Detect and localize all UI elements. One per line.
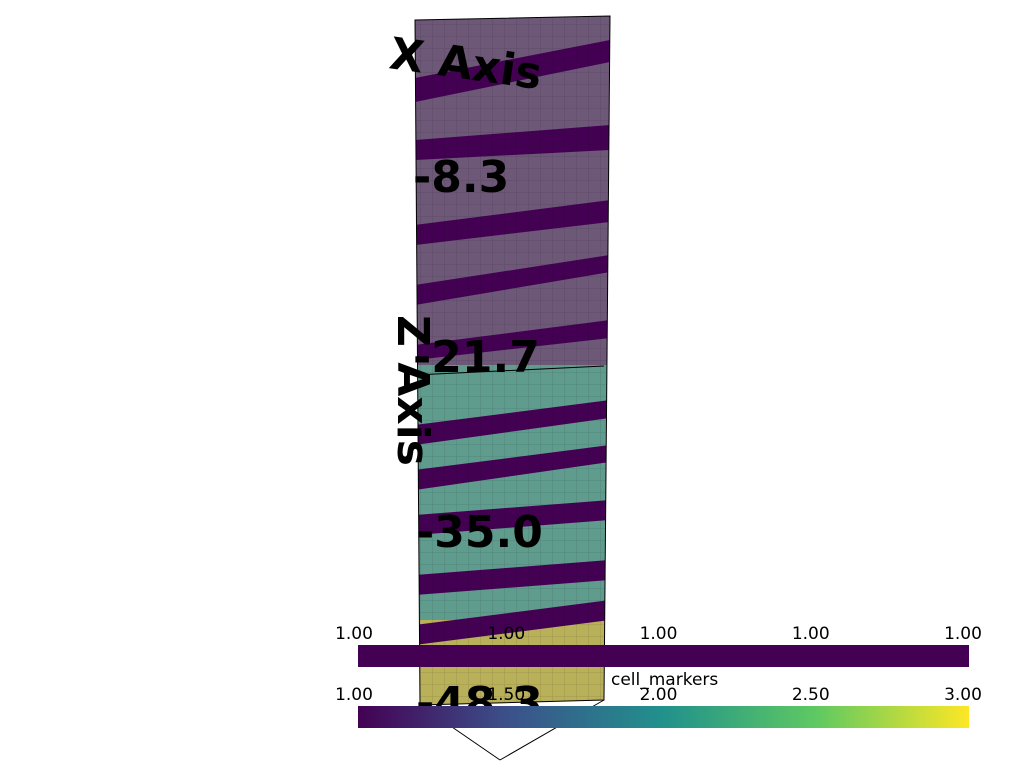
colorbar-label: 1.00 — [335, 624, 373, 644]
colorbar-label: 1.00 — [335, 685, 373, 705]
colorbar-label: 1.00 — [944, 624, 982, 644]
z-tick-label: -8.3 — [413, 152, 509, 203]
colorbar-label: 1.00 — [640, 624, 678, 644]
z-tick-label: -21.7 — [413, 332, 540, 383]
z-tick-label: -35.0 — [416, 507, 543, 558]
colorbar-label: 2.00 — [640, 685, 678, 705]
mesh-column — [415, 16, 610, 705]
colorbar-label: 1.00 — [487, 624, 525, 644]
z-axis-title: Z Axis — [387, 315, 438, 466]
colorbar-label: 1.50 — [487, 685, 525, 705]
colorbar-bottom — [358, 706, 969, 728]
colorbar-label: 3.00 — [944, 685, 982, 705]
colorbar-top — [358, 645, 969, 667]
colorbar-label: 1.00 — [792, 624, 830, 644]
colorbar-label: 2.50 — [792, 685, 830, 705]
colorbar-title: cell_markers — [611, 670, 718, 690]
